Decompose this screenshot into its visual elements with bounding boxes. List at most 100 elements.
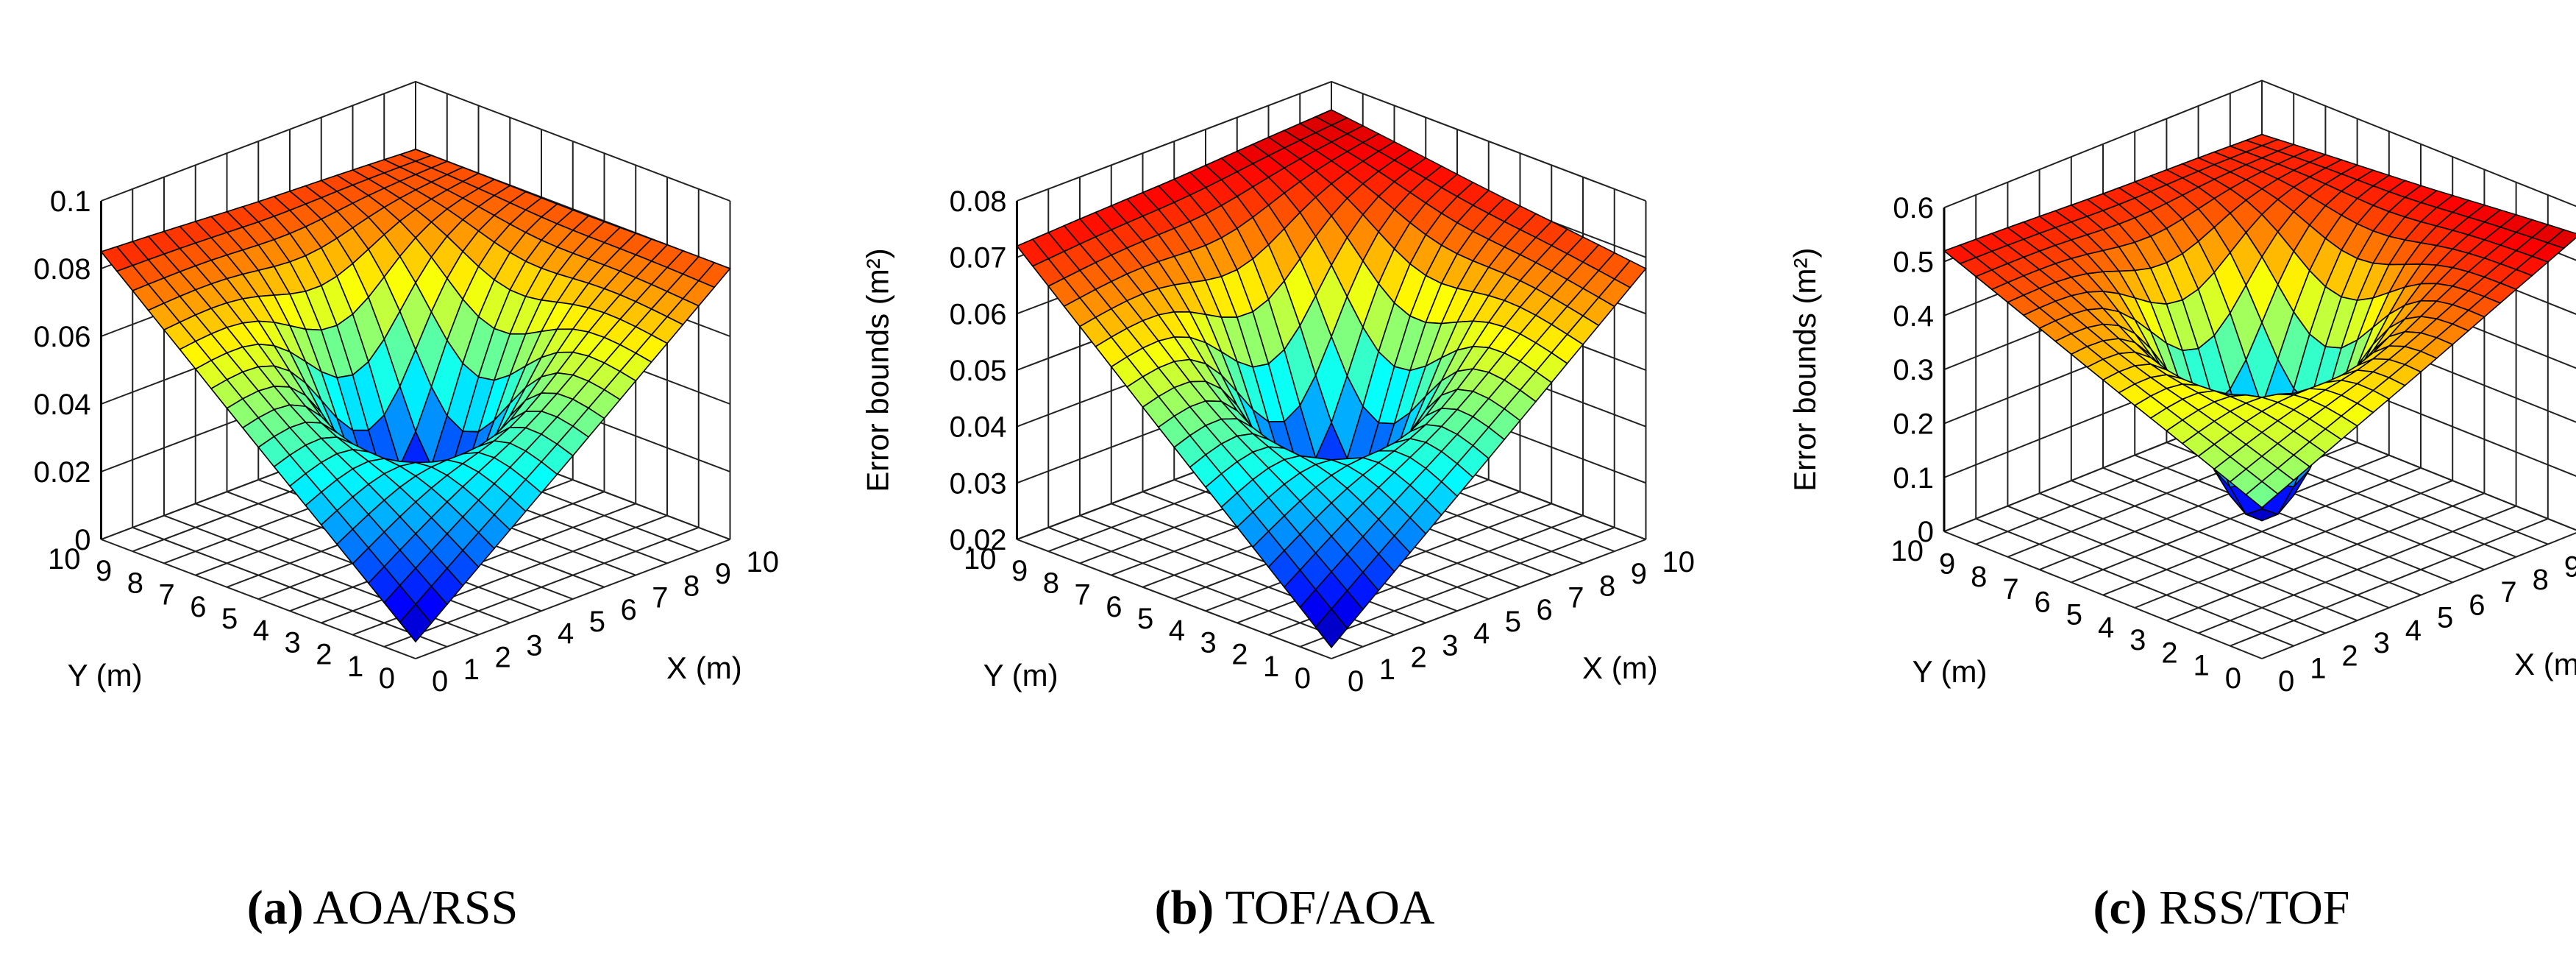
surface-patch (2245, 481, 2279, 509)
x-tick-label: 9 (1631, 558, 1647, 590)
y-tick-label: 6 (1106, 591, 1122, 623)
x-tick-label: 4 (2405, 614, 2422, 647)
y-tick-label: 8 (127, 567, 143, 599)
x-tick-label: 6 (1537, 594, 1553, 626)
z-axis-label: Error bounds (m²) (861, 248, 895, 492)
y-tick-label: 9 (1939, 548, 1955, 580)
floor-grid-line (2102, 467, 2422, 596)
y-tick-label: 0 (1295, 662, 1311, 695)
x-tick-label: 2 (1411, 642, 1427, 674)
y-tick-label: 10 (48, 543, 81, 575)
y-tick-label: 5 (221, 603, 238, 635)
x-tick-label: 3 (526, 629, 542, 662)
z-tick-label: 0.06 (950, 298, 1007, 330)
z-axis-label: Error bounds (m²) (1787, 247, 1822, 491)
z-tick-label: 0.2 (1893, 408, 1934, 441)
x-tick-label: 1 (1379, 653, 1395, 686)
z-tick-label: 0.5 (1893, 247, 1934, 279)
z-tick-label: 0.06 (34, 321, 91, 353)
z-tick-label: 0.04 (34, 389, 91, 421)
surface-patch (399, 603, 433, 643)
z-tick-label: 0.08 (950, 185, 1007, 218)
surface-mesh (100, 149, 731, 643)
surface-mesh (1016, 109, 1647, 648)
wall-grid-line (1017, 80, 1646, 202)
z-tick-label: 0.02 (34, 456, 91, 489)
y-tick-label: 10 (964, 543, 997, 575)
y-tick-label: 2 (2161, 637, 2177, 669)
y-tick-label: 4 (2098, 612, 2114, 644)
y-tick-label: 6 (190, 591, 206, 623)
y-tick-label: 5 (1137, 603, 1153, 635)
y-tick-label: 3 (1200, 626, 1217, 659)
z-tick-label: 0.03 (950, 467, 1007, 500)
y-tick-label: 2 (1231, 639, 1248, 671)
y-axis-label: Y (m) (983, 658, 1058, 692)
caption-b: (b) TOF/AOA (1155, 881, 1435, 935)
x-tick-label: 8 (2533, 564, 2549, 596)
z-tick-label: 0.6 (1893, 192, 1934, 224)
y-tick-label: 4 (253, 614, 269, 647)
y-tick-label: 1 (347, 651, 363, 683)
z-tick-label: 0.3 (1893, 354, 1934, 386)
y-axis-label: Y (m) (68, 658, 143, 692)
tick-labels: 0.020.030.040.050.060.070.08012345678910… (950, 185, 1695, 698)
x-tick-label: 1 (2310, 653, 2326, 685)
x-tick-label: 10 (747, 546, 780, 578)
z-tick-label: 0.05 (950, 355, 1007, 387)
x-axis-label: X (m) (1582, 651, 1658, 685)
caption-a: (a) AOA/RSS (247, 881, 519, 935)
x-tick-label: 3 (2374, 627, 2390, 659)
y-tick-label: 8 (1971, 561, 1987, 593)
x-tick-label: 8 (683, 570, 700, 602)
z-tick-label: 0.07 (950, 242, 1007, 274)
x-axis-label: X (m) (2514, 647, 2576, 681)
x-tick-label: 5 (1505, 606, 1521, 638)
x-tick-label: 4 (558, 617, 574, 650)
floor-grid-line (2071, 454, 2390, 584)
z-tick-label: 0.08 (34, 253, 91, 286)
surface-mesh (1943, 133, 2576, 522)
x-tick-label: 7 (1568, 582, 1584, 614)
wall-grid-line (101, 80, 730, 202)
y-tick-label: 2 (316, 639, 332, 671)
y-tick-label: 6 (2035, 586, 2051, 618)
y-axis-label: Y (m) (1913, 654, 1988, 689)
y-tick-label: 0 (379, 662, 395, 695)
x-tick-label: 9 (2564, 550, 2576, 583)
y-tick-label: 7 (2002, 573, 2018, 606)
y-tick-label: 10 (1891, 535, 1924, 567)
x-tick-label: 4 (1473, 617, 1490, 650)
y-tick-label: 1 (2193, 650, 2210, 682)
panel-tof-aoa: 0.020.030.040.050.060.070.08012345678910… (861, 80, 1695, 698)
z-tick-label: 0.04 (950, 411, 1007, 444)
y-tick-label: 4 (1169, 614, 1185, 647)
y-tick-label: 7 (1075, 579, 1091, 612)
x-tick-label: 6 (621, 594, 637, 626)
y-tick-label: 9 (1011, 555, 1028, 587)
z-tick-label: 0.1 (50, 185, 91, 218)
x-tick-label: 1 (463, 653, 480, 686)
z-tick-label: 0.1 (1893, 462, 1934, 495)
x-tick-label: 3 (1442, 629, 1458, 662)
x-tick-label: 2 (495, 642, 511, 674)
y-tick-label: 3 (285, 626, 301, 659)
caption-c: (c) RSS/TOF (2093, 881, 2349, 935)
y-tick-label: 0 (2225, 662, 2241, 695)
x-tick-label: 5 (589, 606, 605, 638)
z-tick-label: 0.02 (950, 524, 1007, 556)
y-tick-label: 7 (159, 579, 175, 612)
x-tick-label: 0 (1348, 665, 1364, 698)
x-tick-label: 7 (652, 582, 668, 614)
z-tick-label: 0 (1918, 516, 1934, 548)
x-tick-label: 0 (432, 665, 448, 698)
x-tick-label: 10 (1662, 546, 1696, 578)
y-tick-label: 5 (2066, 599, 2082, 631)
x-axis-label: X (m) (666, 651, 742, 685)
floor-grid-line (2134, 454, 2453, 584)
y-tick-label: 8 (1043, 567, 1059, 599)
